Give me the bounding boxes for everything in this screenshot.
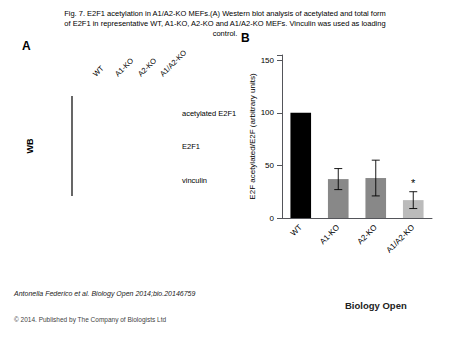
svg-text:Biology Open: Biology Open	[345, 300, 407, 311]
svg-text:A1-KO: A1-KO	[113, 56, 135, 78]
svg-text:WT: WT	[91, 63, 106, 78]
svg-text:A1-KO: A1-KO	[318, 223, 341, 246]
svg-text:100: 100	[261, 108, 275, 117]
svg-text:Fig. 7. E2F1 acetylation in A1: Fig. 7. E2F1 acetylation in A1/A2-KO MEF…	[64, 9, 386, 18]
svg-text:A2-KO: A2-KO	[356, 223, 379, 246]
svg-text:WB: WB	[25, 138, 35, 153]
svg-text:B: B	[241, 31, 250, 45]
svg-text:50: 50	[265, 161, 274, 170]
svg-text:A2-KO: A2-KO	[136, 56, 158, 78]
svg-text:© 2014. Published by The Compa: © 2014. Published by The Company of Biol…	[14, 316, 166, 324]
svg-text:0: 0	[270, 214, 275, 223]
svg-text:WT: WT	[289, 223, 304, 238]
svg-text:A1/A2-KO: A1/A2-KO	[385, 223, 417, 255]
svg-text:A1/A2-KO: A1/A2-KO	[158, 48, 188, 78]
svg-text:control.: control.	[213, 29, 238, 38]
svg-text:*: *	[411, 177, 416, 189]
svg-text:E2F1: E2F1	[182, 142, 200, 151]
svg-text:of E2F1 in representative WT,: of E2F1 in representative WT, A1-KO, A2-…	[64, 19, 385, 28]
svg-text:acetylated E2F1: acetylated E2F1	[182, 109, 236, 118]
svg-text:E2F acetylated/E2F (arbitrary: E2F acetylated/E2F (arbitrary units)	[248, 73, 257, 200]
svg-text:A: A	[22, 39, 31, 53]
svg-text:150: 150	[261, 56, 275, 65]
svg-text:vinculin: vinculin	[182, 176, 207, 185]
svg-text:Antonella Federico et al. Biol: Antonella Federico et al. Biology Open 2…	[13, 290, 195, 298]
